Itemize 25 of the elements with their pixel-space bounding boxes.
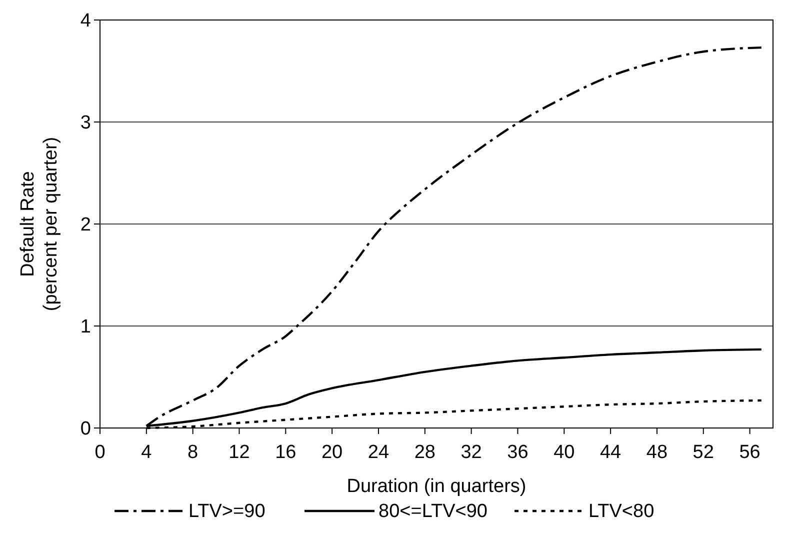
- x-tick-label: 32: [460, 442, 482, 463]
- x-tick-label: 52: [692, 442, 714, 463]
- x-tick-label: 16: [275, 442, 296, 463]
- y-axis-title: Default Rate (percent per quarter): [18, 136, 62, 312]
- legend-label: 80<=LTV<90: [378, 501, 488, 522]
- x-axis-title: Duration (in quarters): [346, 476, 526, 497]
- x-tick-label: 36: [507, 442, 528, 463]
- y-tick-label: 1: [80, 316, 91, 338]
- x-tick-label: 8: [188, 442, 198, 463]
- x-tick-label: 0: [94, 442, 106, 463]
- x-tick-label: 4: [141, 442, 152, 463]
- y-tick-label: 4: [80, 10, 92, 32]
- legend-label: LTV<80: [588, 501, 654, 522]
- y-tick-label: 3: [80, 112, 91, 134]
- x-tick-label: 20: [322, 442, 343, 463]
- x-tick-label: 44: [600, 442, 622, 463]
- x-tick-label: 56: [739, 442, 760, 463]
- x-tick-label: 28: [414, 442, 436, 463]
- legend-label: LTV>=90: [188, 501, 266, 522]
- x-tick-label: 48: [646, 442, 668, 463]
- x-tick-label: 24: [368, 442, 390, 463]
- x-tick-label: 12: [228, 442, 250, 463]
- y-tick-label: 2: [80, 214, 91, 236]
- y-tick-label: 0: [80, 418, 91, 440]
- x-tick-label: 40: [554, 442, 575, 463]
